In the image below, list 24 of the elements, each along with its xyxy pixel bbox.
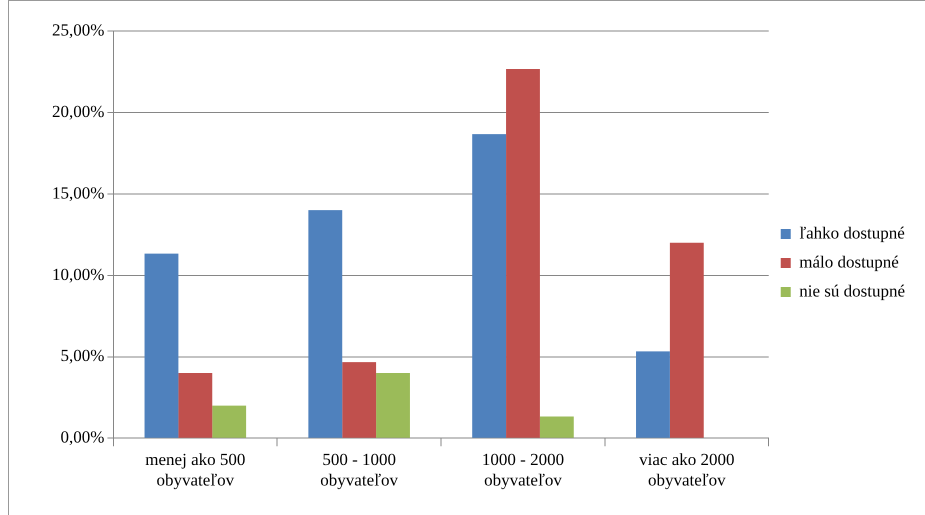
- bar: [636, 351, 670, 438]
- bar: [472, 134, 506, 438]
- x-tick-label: 1000 - 2000 obyvateľov: [482, 450, 564, 490]
- y-tick-label: 15,00%: [52, 183, 104, 202]
- bar: [670, 242, 704, 438]
- x-tick-label: menej ako 500 obyvateľov: [145, 450, 246, 490]
- x-tick-label: viac ako 2000 obyvateľov: [639, 450, 734, 490]
- bar: [144, 254, 178, 438]
- y-tick-label: 10,00%: [52, 264, 104, 284]
- y-tick-label: 5,00%: [60, 346, 104, 366]
- y-tick-label: 25,00%: [52, 20, 104, 40]
- legend-label: málo dostupné: [799, 252, 899, 272]
- legend-label: ľahko dostupné: [799, 223, 905, 242]
- bar: [308, 210, 342, 438]
- bar: [506, 68, 540, 438]
- x-tick-label: 500 - 1000 obyvateľov: [320, 450, 399, 490]
- bar: [376, 373, 410, 438]
- y-tick-label: 20,00%: [52, 102, 104, 121]
- bar: [178, 373, 212, 438]
- y-tick-label: 0,00%: [60, 428, 104, 447]
- bar: [540, 416, 574, 438]
- legend-label: nie sú dostupné: [799, 281, 906, 300]
- bar: [212, 406, 246, 438]
- bar: [342, 362, 376, 438]
